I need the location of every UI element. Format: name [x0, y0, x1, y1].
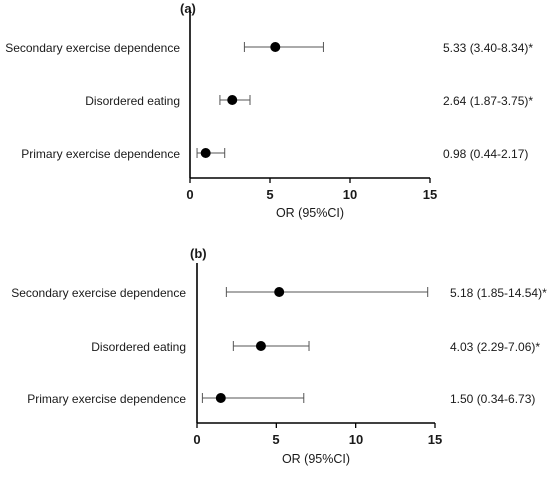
- panel-label: (a): [180, 1, 196, 16]
- category-label: Disordered eating: [91, 340, 186, 354]
- or-value-label: 2.64 (1.87-3.75)*: [443, 94, 533, 108]
- x-axis-ticks: [196, 423, 436, 428]
- panel-a: (a) Secondary exercise dependence Disord…: [5, 1, 533, 220]
- or-point: [200, 148, 211, 158]
- or-value-label: 0.98 (0.44-2.17): [443, 147, 528, 161]
- x-tick-label: 15: [428, 432, 442, 447]
- category-label: Primary exercise dependence: [21, 147, 180, 161]
- or-point: [255, 341, 266, 351]
- or-value-label: 5.33 (3.40-8.34)*: [443, 41, 533, 55]
- category-label: Disordered eating: [85, 94, 180, 108]
- panel-b: (b) Secondary exercise dependence Disord…: [11, 246, 547, 466]
- or-value-label: 4.03 (2.29-7.06)*: [450, 340, 540, 354]
- or-point: [215, 393, 226, 403]
- x-tick-label: 10: [343, 187, 357, 202]
- x-tick-label: 5: [266, 187, 273, 202]
- x-tick-label: 0: [193, 432, 200, 447]
- x-tick-label: 10: [349, 432, 363, 447]
- data-marks: [196, 42, 324, 158]
- x-tick-label: 15: [423, 187, 437, 202]
- data-marks: [201, 287, 429, 403]
- x-axis-ticks: [189, 178, 431, 183]
- x-axis-title: OR (95%CI): [282, 452, 350, 466]
- category-label: Secondary exercise dependence: [11, 286, 186, 300]
- category-label: Primary exercise dependence: [27, 392, 186, 406]
- or-value-label: 1.50 (0.34-6.73): [450, 392, 535, 406]
- or-point: [274, 287, 285, 297]
- category-label: Secondary exercise dependence: [5, 41, 180, 55]
- x-tick-label: 5: [272, 432, 279, 447]
- or-point: [270, 42, 281, 52]
- x-tick-label: 0: [186, 187, 193, 202]
- x-axis-title: OR (95%CI): [276, 206, 344, 220]
- panel-label: (b): [190, 246, 207, 261]
- or-point: [227, 95, 238, 105]
- or-value-label: 5.18 (1.85-14.54)*: [450, 286, 547, 300]
